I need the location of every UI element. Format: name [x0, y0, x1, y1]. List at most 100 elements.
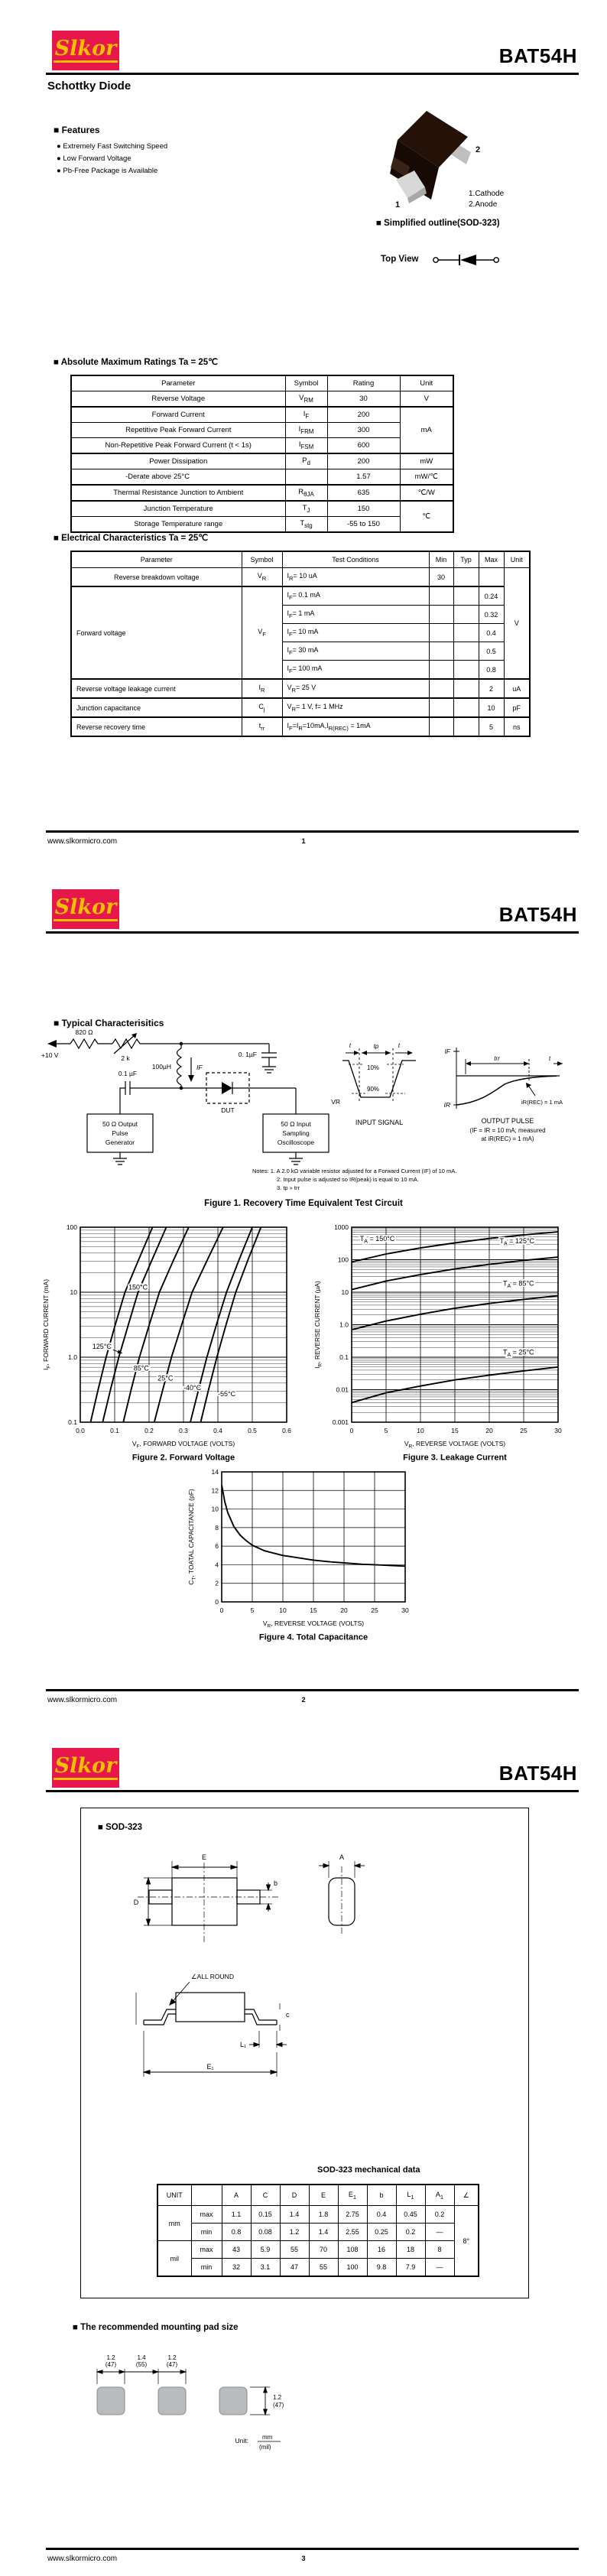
simplified-outline-label: ■ Simplified outline(SOD-323) — [376, 219, 500, 228]
pad-vdim-value: 1.2 — [273, 2394, 282, 2401]
table-row: Reverse Voltage VRM 30 V — [70, 391, 454, 408]
generator-label-1: 50 Ω Output — [102, 1120, 138, 1128]
table-cell: max — [190, 2240, 222, 2259]
vr-label: VR — [331, 1098, 340, 1106]
pad-center — [157, 2386, 187, 2415]
figure3-leakage-current-chart: TA = 150°C TA = 125°C TA = 85°C TA = 25°C 0 5… — [310, 1220, 573, 1480]
table-cell — [428, 605, 454, 624]
svg-text:Figure 3. Leakage Current: Figure 3. Leakage Current — [403, 1454, 507, 1463]
table-header-cell: Typ — [453, 551, 479, 568]
svg-text:100: 100 — [338, 1256, 349, 1264]
pad-dim3-mil: (47) — [167, 2361, 178, 2368]
page-number: 3 — [301, 2555, 306, 2562]
table-row: min 0.8 0.08 1.2 1.4 2.55 0.25 0.2— — [157, 2223, 479, 2241]
svg-text:100: 100 — [67, 1223, 77, 1231]
table-header-cell: Symbol — [284, 375, 328, 391]
table-header-cell: Unit — [503, 551, 531, 568]
svg-text:Figure 2. Forward Voltage: Figure 2. Forward Voltage — [132, 1454, 235, 1463]
dim-b-label: b — [274, 1879, 278, 1887]
table-cell: IF= 0.1 mA — [281, 586, 430, 606]
pad-unit-den: (mil) — [259, 2444, 271, 2451]
table-cell — [428, 623, 454, 642]
table-row: -Derate above 25°C 1.57 mW/℃ — [70, 469, 454, 486]
table-cell: IFSM — [284, 437, 328, 454]
resistor-2k-label: 2 k — [121, 1054, 130, 1062]
mech-data-title: SOD-323 mechanical data — [317, 2165, 420, 2175]
table-cell: 55 — [279, 2240, 310, 2259]
product-type: Schottky Diode — [47, 80, 131, 93]
table-cell: VF — [241, 586, 283, 680]
svg-text:2: 2 — [215, 1580, 219, 1587]
pad-unit-label: Unit: — [235, 2437, 248, 2444]
table-cell: 0.24 — [478, 586, 505, 606]
table-cell: 1.1 — [221, 2205, 252, 2224]
svg-text:IR, REVERSE CURRENT (µA): IR, REVERSE CURRENT (µA) — [313, 1281, 323, 1369]
svg-text:0: 0 — [215, 1598, 219, 1606]
chart-curve — [122, 1227, 190, 1422]
table-cell — [428, 642, 454, 661]
mech-data-table: UNIT A C D E E1 b L1 A1 ∠ mm max 1.1 0.15 1.4 1.8 2.75 0.… — [157, 2184, 479, 2277]
table-cell: Reverse recovery time — [70, 716, 242, 737]
feature-item: ● Pb-Free Package is Available — [57, 167, 158, 175]
svg-text:85°C: 85°C — [134, 1365, 150, 1372]
top-view-label: Top View — [381, 255, 419, 264]
table-cell: ℃/W — [399, 484, 454, 502]
supply-label: +10 V — [41, 1051, 59, 1059]
table-cell — [453, 678, 479, 699]
table-header-cell: Unit — [399, 375, 454, 391]
table-row: Power Dissipation Pd 200 mW — [70, 453, 454, 469]
table-header-cell: ∠ — [453, 2184, 479, 2206]
table-cell — [453, 642, 479, 661]
table-cell: trr — [241, 716, 283, 737]
figure1-note-3: 3. tp » trr — [277, 1184, 300, 1191]
table-cell: IF= 30 mA — [281, 642, 430, 661]
table-cell — [428, 586, 454, 606]
table-cell — [453, 660, 479, 680]
pad-dim2-mil: (55) — [136, 2361, 148, 2368]
footer-url: www.slkormicro.com — [47, 837, 118, 846]
sod323-section-box — [80, 1808, 529, 2298]
svg-text:10: 10 — [279, 1606, 287, 1614]
page-1: Slkor BAT54H Schottky Diode ■ Features ●… — [0, 0, 607, 859]
table-cell: 55 — [308, 2258, 339, 2277]
table-row: IF= 10 mA 0.4 — [71, 623, 530, 642]
svg-text:30: 30 — [554, 1427, 562, 1434]
if-current-label: IF — [196, 1064, 203, 1071]
table-header-cell: Test Conditions — [281, 551, 430, 568]
svg-text:10: 10 — [212, 1506, 219, 1513]
svg-text:CT, TOATAL CAPACITANCE (pF): CT, TOATAL CAPACITANCE (pF) — [187, 1489, 197, 1585]
table-cell: IF= 10 mA — [281, 623, 430, 642]
table-cell: mW/℃ — [399, 469, 454, 486]
table-cell: VR — [241, 567, 283, 587]
table-cell: Reverse Voltage — [70, 391, 286, 408]
svg-text:VR, REVERSE VOLTAGE (VOLTS): VR, REVERSE VOLTAGE (VOLTS) — [404, 1440, 505, 1450]
svg-text:20: 20 — [485, 1427, 493, 1434]
footer-url: www.slkormicro.com — [47, 2555, 118, 2563]
table-cell: 108 — [337, 2240, 368, 2259]
svg-text:25: 25 — [371, 1606, 378, 1614]
figure1-caption: Figure 1. Recovery Time Equivalent Test … — [204, 1199, 403, 1208]
table-cell: 0.2 — [424, 2205, 455, 2224]
sod323-outline-drawing: E D b A — [134, 1853, 365, 2077]
table-cell — [453, 716, 479, 737]
page-number: 1 — [301, 837, 306, 845]
table-cell: VRM — [284, 391, 328, 408]
table-row: Junction Temperature TJ 150 ℃ — [70, 500, 454, 533]
inductor-label: 100µH — [152, 1063, 171, 1070]
table-cell: IR — [241, 678, 283, 699]
table-cell: V — [503, 567, 531, 680]
package-body-front — [390, 140, 439, 200]
table-cell: 0.32 — [478, 605, 505, 624]
svg-text:0.6: 0.6 — [282, 1427, 291, 1434]
svg-text:25: 25 — [520, 1427, 527, 1434]
table-cell — [284, 469, 328, 486]
svg-text:5: 5 — [385, 1427, 388, 1434]
mounting-pad-title: ■ The recommended mounting pad size — [73, 2323, 239, 2332]
input-signal-caption: INPUT SIGNAL — [355, 1119, 403, 1126]
table-cell: IF — [284, 406, 328, 423]
svg-text:20: 20 — [340, 1606, 348, 1614]
svg-text:25°C: 25°C — [157, 1374, 174, 1382]
table-cell: uA — [503, 678, 531, 699]
table-cell: 8° — [453, 2205, 479, 2277]
svg-text:1000: 1000 — [334, 1223, 349, 1231]
